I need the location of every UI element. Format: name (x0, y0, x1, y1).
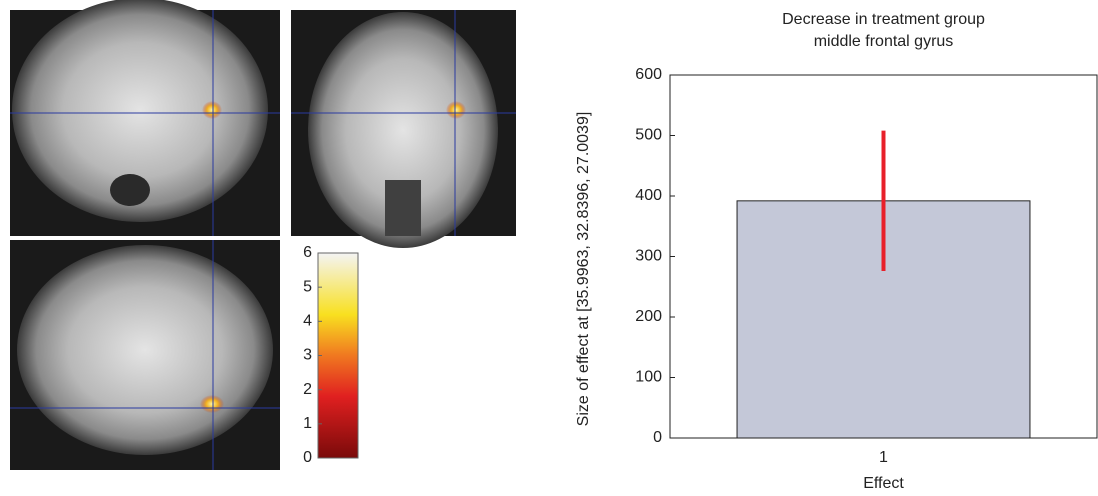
y-tick-label: 400 (635, 187, 662, 204)
colorbar-tick-label: 3 (303, 347, 312, 364)
y-tick-label: 100 (635, 369, 662, 386)
y-tick-label: 0 (653, 429, 662, 446)
y-tick-label: 500 (635, 127, 662, 144)
y-tick-label: 200 (635, 308, 662, 325)
colorbar-tick-label: 5 (303, 278, 312, 295)
x-tick-label: 1 (879, 449, 888, 466)
coronal-slice (291, 10, 516, 248)
y-tick-label: 600 (635, 66, 662, 83)
colorbar-tick-label: 1 (303, 415, 312, 432)
colorbar-tick-label: 4 (303, 313, 312, 330)
y-tick-label: 300 (635, 248, 662, 265)
sagittal-slice (10, 0, 280, 236)
colorbar-tick-label: 0 (303, 449, 312, 466)
colorbar-tick-label: 2 (303, 381, 312, 398)
colorbar (318, 253, 358, 458)
axial-slice (10, 240, 280, 470)
chart-title: middle frontal gyrus (814, 33, 954, 50)
figure: Size of effect at [35.9963, 32.8396, 27.… (0, 0, 1098, 496)
chart-title: Decrease in treatment group (782, 11, 985, 28)
colorbar-tick-label: 6 (303, 244, 312, 261)
y-axis-label: Size of effect at [35.9963, 32.8396, 27.… (575, 112, 592, 427)
x-axis-label: Effect (863, 475, 904, 492)
